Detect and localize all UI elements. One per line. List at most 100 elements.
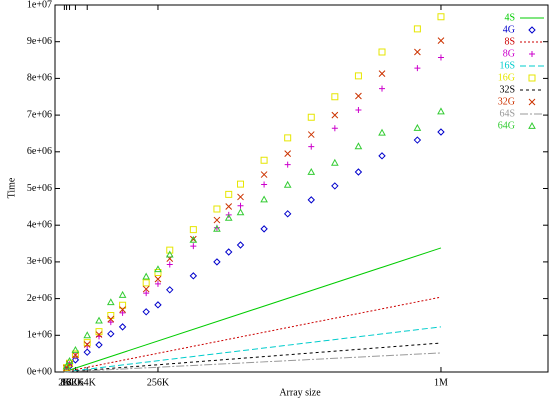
y-tick-label: 1e+07 — [27, 0, 52, 10]
point — [378, 70, 386, 77]
y-tick-label: 7e+06 — [27, 109, 52, 120]
point — [107, 319, 114, 326]
y-tick-label: 8e+06 — [27, 73, 52, 84]
point — [83, 341, 91, 348]
point — [237, 180, 245, 188]
point — [213, 216, 221, 224]
point — [307, 113, 315, 121]
point — [119, 301, 127, 309]
point — [355, 92, 362, 100]
y-tick-label: 4e+06 — [27, 219, 52, 230]
point — [260, 225, 268, 233]
legend-label: 16S — [499, 60, 515, 71]
point — [437, 54, 444, 61]
point — [437, 13, 445, 21]
point — [189, 226, 197, 234]
point — [72, 351, 79, 359]
y-tick-label: 3e+06 — [27, 256, 52, 267]
point — [118, 323, 127, 331]
point — [107, 330, 115, 338]
legend-label: 4G — [503, 24, 515, 35]
point — [307, 167, 316, 175]
point — [83, 331, 92, 339]
series-line — [64, 326, 442, 373]
legend-label: 32G — [498, 96, 515, 107]
point — [71, 350, 79, 358]
point — [413, 123, 422, 131]
point — [143, 290, 150, 297]
y-tick-label: 1e+06 — [27, 330, 52, 341]
legend-label: 8G — [503, 48, 515, 59]
point — [414, 48, 421, 56]
point — [154, 275, 162, 283]
y-axis-label: Time — [6, 177, 17, 198]
legend-label: 8S — [504, 36, 515, 47]
point — [330, 158, 339, 166]
legend-label: 32S — [499, 84, 515, 95]
point — [237, 193, 244, 201]
legend-label: 64G — [498, 120, 515, 131]
point — [354, 72, 362, 80]
point — [166, 261, 173, 268]
point — [213, 258, 221, 266]
point — [142, 308, 150, 316]
point — [331, 125, 338, 132]
point — [118, 290, 127, 298]
point — [142, 279, 150, 287]
x-tick-label: 32K — [67, 377, 85, 388]
point — [308, 143, 315, 150]
point — [65, 356, 74, 364]
point — [189, 235, 198, 243]
point — [83, 348, 91, 356]
point — [142, 272, 151, 280]
point — [260, 156, 268, 164]
x-tick-label: 64K — [79, 377, 97, 388]
point — [225, 248, 233, 256]
point — [95, 328, 103, 336]
point — [154, 301, 162, 309]
point — [119, 309, 126, 316]
legend-swatch — [528, 74, 536, 82]
point — [190, 243, 197, 250]
point — [331, 111, 339, 119]
x-tick-label: 16K — [61, 377, 79, 388]
point — [83, 339, 91, 347]
point — [260, 171, 268, 178]
point — [284, 134, 292, 142]
point — [437, 128, 445, 136]
point — [224, 213, 233, 221]
point — [261, 181, 268, 188]
point — [106, 298, 115, 306]
x-tick-label: 256K — [147, 377, 170, 388]
legend-label: 16G — [498, 72, 515, 83]
point — [236, 241, 245, 249]
point — [142, 285, 150, 293]
point — [331, 93, 339, 101]
x-tick-label: 1M — [434, 377, 448, 388]
point — [71, 345, 80, 353]
point — [166, 286, 174, 294]
point — [378, 128, 386, 136]
legend-swatch — [528, 121, 536, 129]
point — [62, 362, 71, 370]
point — [284, 150, 292, 157]
point — [413, 136, 422, 144]
point — [107, 315, 115, 323]
point — [71, 356, 80, 364]
point — [284, 161, 291, 168]
legend-label: 4S — [504, 12, 515, 23]
point — [331, 182, 339, 190]
legend-label: 64S — [499, 108, 515, 119]
series-line — [64, 352, 441, 373]
point — [354, 168, 363, 176]
y-tick-label: 5e+06 — [27, 183, 52, 194]
point — [166, 246, 174, 254]
legend-swatch — [528, 98, 536, 106]
point — [95, 316, 103, 324]
point — [225, 203, 233, 210]
point — [154, 280, 161, 287]
point — [213, 224, 221, 232]
point — [379, 85, 386, 92]
series-line — [64, 247, 442, 373]
